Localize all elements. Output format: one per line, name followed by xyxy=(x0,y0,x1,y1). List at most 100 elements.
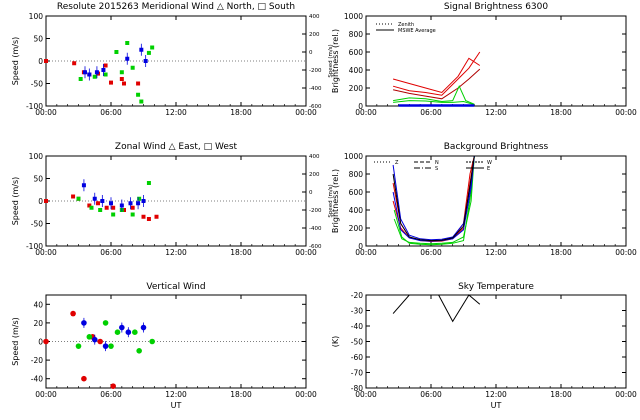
data-point-green xyxy=(119,70,124,75)
chart-title: Zonal Wind △ East, □ West xyxy=(115,142,238,152)
x-tick-label: 06:00 xyxy=(100,248,122,257)
y-tick-label: 1000 xyxy=(344,12,363,21)
x-tick-label: 06:00 xyxy=(420,390,442,399)
y-tick-label: -30 xyxy=(351,307,363,316)
y-tick-label: -50 xyxy=(31,80,43,89)
y-tick-label: 400 xyxy=(349,66,364,75)
chart-vertical: Vertical Wind 00:00 06:00 12:00 18:00 00:00 UT… xyxy=(11,282,317,410)
data-point-green xyxy=(78,77,83,81)
chart-meridional: Resolute 2015263 Meridional Wind △ North… xyxy=(11,2,334,117)
y-axis-label: Speed (m/s) xyxy=(11,177,20,226)
x-tick-label: 18:00 xyxy=(230,108,252,117)
data-point-red xyxy=(104,205,109,210)
y-tick-label: 800 xyxy=(349,30,364,39)
x-axis-label: UT xyxy=(491,401,502,410)
data-point-green xyxy=(98,208,103,212)
x-tick-label: 12:00 xyxy=(485,390,507,399)
chart-title: Signal Brightness 6300 xyxy=(444,2,548,12)
data-point-red xyxy=(87,203,92,208)
legend-label: E xyxy=(487,166,490,172)
x-tick-label: 12:00 xyxy=(165,390,187,399)
series-line-red1 xyxy=(392,57,481,94)
series-line-darkred xyxy=(392,68,481,100)
y-axis-label: Brightness (rel.) xyxy=(331,29,340,93)
x-tick-label: 06:00 xyxy=(100,108,122,117)
data-point-red xyxy=(44,59,48,63)
data-point-red xyxy=(110,383,116,389)
y-tick-label: -40 xyxy=(31,375,43,384)
data-point-red xyxy=(119,77,124,81)
data-point-green xyxy=(146,50,151,55)
x-tick-label: 06:00 xyxy=(420,248,442,257)
data-point-green xyxy=(125,41,130,45)
x-tick-label: 00:00 xyxy=(355,390,377,399)
data-point-green xyxy=(103,72,108,77)
data-point-green xyxy=(149,338,155,345)
y-tick-label: 50 xyxy=(33,35,43,44)
y-tick-label: 600 xyxy=(349,48,364,57)
y-tick-label: -100 xyxy=(26,102,43,111)
x-tick-label: 00:00 xyxy=(355,108,377,117)
chart-title: Vertical Wind xyxy=(146,282,205,292)
y-tick-label: -70 xyxy=(351,369,363,378)
y-right-tick-label: -400 xyxy=(309,226,322,232)
chart-signal: Signal Brightness 6300 00:00 06:00 12:00 18:… xyxy=(331,2,637,117)
y-tick-label: 1000 xyxy=(344,152,363,161)
y-tick-label: 200 xyxy=(349,224,364,233)
data-point-red xyxy=(136,81,141,86)
y-tick-label: -80 xyxy=(351,384,363,393)
y-right-tick-label: 400 xyxy=(309,154,320,160)
y-axis-label: Brightness (rel.) xyxy=(331,169,340,233)
legend-label: W xyxy=(487,160,492,166)
data-point-green xyxy=(114,329,121,336)
x-tick-label: 00:00 xyxy=(615,390,637,399)
y-tick-label: 200 xyxy=(349,84,364,93)
data-point-green xyxy=(146,181,151,185)
data-point-red xyxy=(111,205,116,210)
x-axis-label: UT xyxy=(171,401,182,410)
x-tick-label: 00:00 xyxy=(35,390,57,399)
data-point-green xyxy=(102,320,109,326)
series-line-black xyxy=(392,155,475,242)
x-tick-label: 00:00 xyxy=(35,248,57,257)
y-tick-label: -20 xyxy=(31,356,43,365)
data-point-green xyxy=(132,329,138,336)
data-point-green xyxy=(75,343,82,349)
y-tick-label: -50 xyxy=(351,338,363,347)
data-point-red xyxy=(130,205,135,210)
legend-label: Zenith xyxy=(398,22,414,28)
y-tick-label: -40 xyxy=(351,322,363,331)
y-tick-label: 0 xyxy=(38,57,43,66)
data-point-red xyxy=(43,338,49,345)
data-point-green xyxy=(114,50,119,54)
chart-title: Background Brightness xyxy=(444,142,549,152)
x-tick-label: 00:00 xyxy=(295,248,317,257)
data-point-green xyxy=(76,196,81,201)
series-line-green2 xyxy=(393,100,475,106)
data-point-red xyxy=(154,214,159,219)
data-point-red xyxy=(97,338,103,345)
y-tick-label: -100 xyxy=(26,242,43,251)
data-point-red xyxy=(72,61,77,66)
data-point-red xyxy=(122,208,126,212)
y-right-tick-label: 0 xyxy=(309,50,313,56)
data-point-red xyxy=(109,80,113,85)
data-point-red xyxy=(146,217,151,221)
x-tick-label: 12:00 xyxy=(485,248,507,257)
x-tick-label: 00:00 xyxy=(615,108,637,117)
series-line-sky xyxy=(392,294,481,323)
data-point-green xyxy=(130,65,135,70)
x-tick-label: 18:00 xyxy=(550,108,572,117)
y-tick-label: 0 xyxy=(358,242,363,251)
chart-background: Background Brightness 00:00 06:00 12:00 18:0… xyxy=(331,142,637,257)
y-axis-label: (K) xyxy=(331,336,340,348)
x-tick-label: 18:00 xyxy=(550,248,572,257)
data-point-green xyxy=(111,212,116,217)
data-point-red xyxy=(70,310,76,317)
x-tick-label: 00:00 xyxy=(355,248,377,257)
y-tick-label: 400 xyxy=(349,206,364,215)
y-tick-label: -50 xyxy=(31,220,43,229)
data-point-red xyxy=(71,194,76,199)
data-point-red xyxy=(103,63,108,68)
